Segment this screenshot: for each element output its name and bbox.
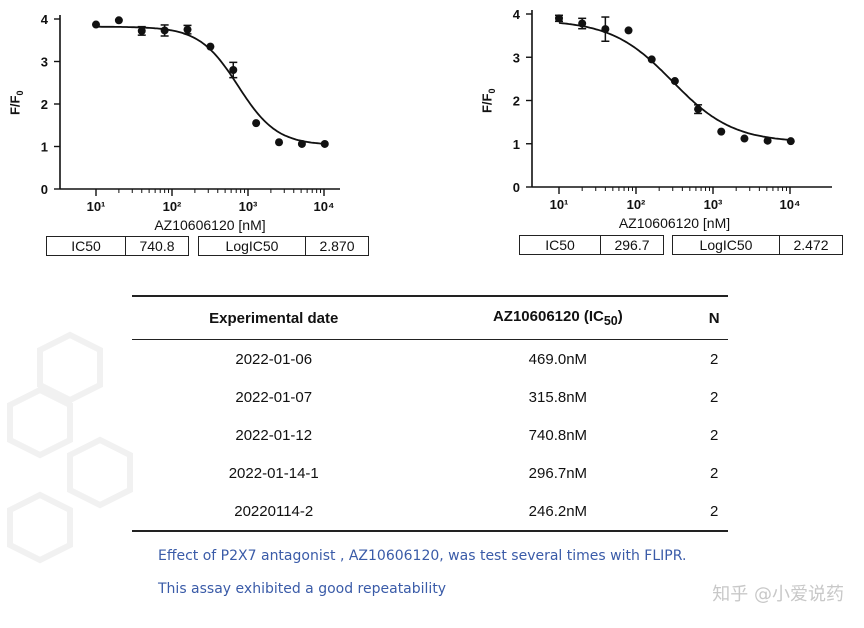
header-ic50: AZ10606120 (IC50) bbox=[415, 295, 701, 340]
logic50-value: 2.472 bbox=[793, 237, 829, 253]
x-tick-label: 10⁴ bbox=[314, 199, 335, 214]
table-header-row: Experimental date AZ10606120 (IC50) N bbox=[132, 295, 728, 340]
header-n: N bbox=[700, 295, 728, 340]
data-point bbox=[320, 139, 329, 148]
y-axis-title-left: F/F0 bbox=[7, 90, 26, 116]
logic50-label: LogIC50 bbox=[673, 236, 780, 254]
ic50-label: IC50 bbox=[520, 236, 601, 254]
cell-date: 2022-01-12 bbox=[235, 426, 313, 444]
y-axis-title-right: F/F0 bbox=[479, 88, 498, 114]
table-row: 2022-01-07 315.8nM 2 bbox=[132, 378, 728, 416]
y-tick-label: 2 bbox=[513, 94, 520, 109]
caption-line-1: Effect of P2X7 antagonist , AZ10606120, … bbox=[158, 548, 687, 564]
x-axis-title: AZ10606120 [nM] bbox=[154, 217, 265, 233]
y-tick-label: 1 bbox=[41, 140, 48, 155]
data-point bbox=[183, 25, 192, 34]
y-tick-label: 3 bbox=[41, 55, 48, 70]
zhihu-watermark: 知乎 @小爱说药 bbox=[712, 584, 844, 605]
ic50-results-table: Experimental date AZ10606120 (IC50) N 20… bbox=[132, 295, 728, 532]
y-tick-label: 3 bbox=[513, 50, 520, 65]
data-point bbox=[206, 42, 215, 51]
data-point bbox=[137, 26, 146, 35]
data-point bbox=[624, 26, 633, 35]
ic50-box-right: IC50 296.7 bbox=[519, 235, 664, 255]
data-point bbox=[229, 66, 238, 74]
cell-ic50: 740.8nM bbox=[528, 426, 588, 444]
hexagon-watermark-background bbox=[7, 331, 133, 564]
dose-response-chart-right: 0 1 2 3 4 10¹ 10² 10³ 10⁴ AZ10606120 [nM] bbox=[513, 7, 832, 231]
cell-date: 20220114-2 bbox=[132, 492, 416, 532]
y-tick-label: 4 bbox=[513, 7, 521, 22]
caption-line-2: This assay exhibited a good repeatabilit… bbox=[158, 581, 447, 597]
data-point bbox=[601, 25, 610, 34]
x-tick-label: 10¹ bbox=[87, 199, 106, 214]
cell-n: 2 bbox=[709, 426, 719, 444]
cell-ic50: 296.7nM bbox=[528, 464, 588, 482]
data-point bbox=[717, 127, 726, 136]
y-tick-label: 0 bbox=[513, 180, 520, 195]
logic50-box-right: LogIC50 2.472 bbox=[672, 235, 843, 255]
x-tick-label: 10³ bbox=[704, 197, 723, 212]
x-tick-label: 10⁴ bbox=[780, 197, 801, 212]
x-tick-label: 10² bbox=[163, 199, 182, 214]
x-axis-title: AZ10606120 [nM] bbox=[619, 215, 730, 231]
y-tick-label: 1 bbox=[513, 137, 520, 152]
x-tick-label: 10³ bbox=[239, 199, 258, 214]
y-tick-label: 0 bbox=[41, 182, 48, 197]
cell-n: 2 bbox=[709, 388, 719, 406]
ic50-box-left: IC50 740.8 bbox=[46, 236, 189, 256]
x-tick-label: 10¹ bbox=[550, 197, 569, 212]
cell-ic50: 315.8nM bbox=[528, 388, 588, 406]
x-tick-label: 10² bbox=[627, 197, 646, 212]
data-point bbox=[647, 55, 656, 64]
cell-date: 2022-01-07 bbox=[235, 388, 313, 406]
cell-date: 2022-01-06 bbox=[235, 350, 313, 368]
cell-ic50: 469.0nM bbox=[528, 350, 588, 368]
table-row: 20220114-2 246.2nM 2 bbox=[132, 492, 728, 532]
data-point bbox=[786, 137, 795, 146]
data-point bbox=[92, 20, 100, 29]
data-point bbox=[114, 16, 123, 25]
logic50-box-left: LogIC50 2.870 bbox=[198, 236, 369, 256]
data-point bbox=[275, 138, 284, 147]
cell-date: 2022-01-14-1 bbox=[228, 464, 319, 482]
table-row: 2022-01-06 469.0nM 2 bbox=[132, 340, 728, 379]
data-point bbox=[694, 105, 703, 114]
logic50-label: LogIC50 bbox=[199, 237, 306, 255]
y-tick-label: 2 bbox=[41, 97, 48, 112]
dose-response-chart-left: 0 1 2 3 4 10¹ 10² 10³ 10⁴ AZ10606120 [nM] bbox=[41, 12, 340, 233]
cell-n: 2 bbox=[709, 350, 719, 368]
data-point bbox=[297, 139, 306, 148]
data-point bbox=[555, 14, 563, 23]
table-row: 2022-01-12 740.8nM 2 bbox=[132, 416, 728, 454]
table-row: 2022-01-14-1 296.7nM 2 bbox=[132, 454, 728, 492]
y-tick-label: 4 bbox=[41, 12, 49, 27]
data-point bbox=[160, 26, 169, 35]
ic50-value: 296.7 bbox=[614, 237, 650, 253]
data-point bbox=[763, 136, 772, 145]
ic50-label: IC50 bbox=[47, 237, 126, 255]
logic50-value: 2.870 bbox=[319, 238, 355, 254]
data-point bbox=[670, 77, 679, 86]
cell-n: 2 bbox=[709, 464, 719, 482]
cell-n: 2 bbox=[700, 492, 728, 532]
data-point bbox=[740, 134, 749, 143]
cell-ic50: 246.2nM bbox=[415, 492, 701, 532]
header-experimental-date: Experimental date bbox=[132, 295, 416, 340]
data-point bbox=[578, 19, 587, 28]
ic50-value: 740.8 bbox=[139, 238, 175, 254]
data-point bbox=[252, 119, 261, 128]
